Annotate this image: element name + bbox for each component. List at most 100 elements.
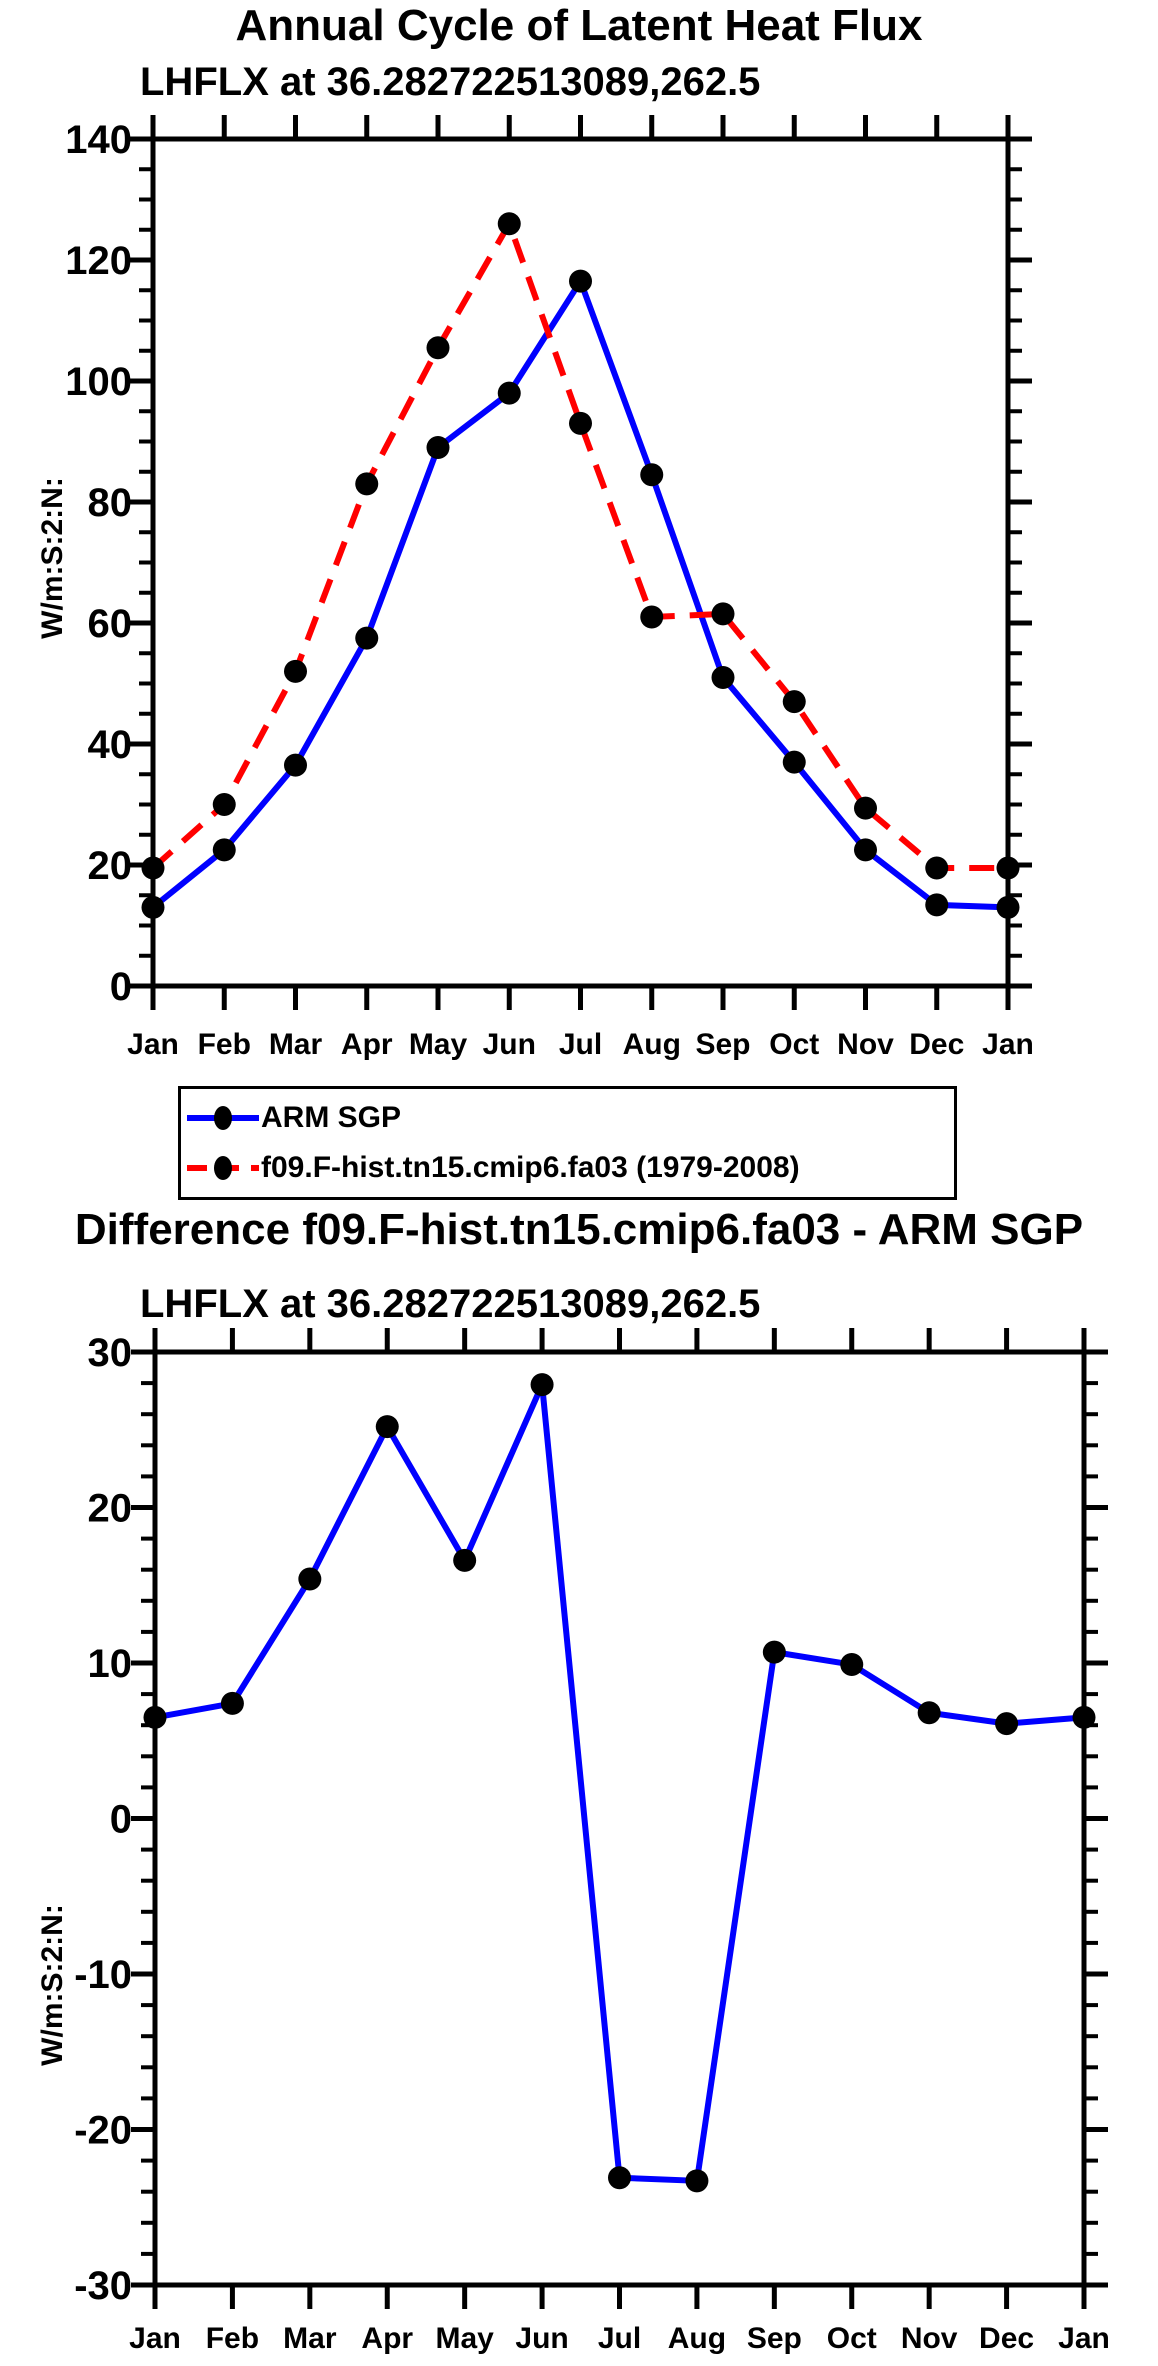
data-point-marker <box>453 1548 477 1572</box>
data-point-marker <box>640 463 664 487</box>
data-point-marker <box>925 893 949 917</box>
data-point-marker <box>711 665 735 689</box>
x-axis-tick-label: Jun <box>515 2322 568 2355</box>
data-point-marker <box>355 472 379 496</box>
data-point-marker <box>141 895 165 919</box>
legend-line-sample-solid <box>187 1106 259 1131</box>
legend-label-arm-sgp: ARM SGP <box>261 1101 402 1135</box>
data-point-marker <box>143 1705 167 1729</box>
x-axis-tick-label: Oct <box>769 1028 819 1061</box>
data-point-marker <box>762 1640 786 1664</box>
x-axis-tick-label: Mar <box>269 1028 323 1061</box>
y-axis-tick-label: 80 <box>88 481 133 525</box>
x-axis-tick-label: Jul <box>559 1028 602 1061</box>
series-line <box>154 1372 1085 2184</box>
data-point-marker <box>284 753 307 777</box>
data-point-marker <box>996 856 1020 880</box>
difference-chart: -30 -20 -10 0 10 20 30 Jan Feb Mar Apr May Jun Jul Aug… <box>36 1328 1110 2355</box>
y-axis-tick-label: 0 <box>110 965 132 1009</box>
data-point-marker <box>141 856 165 880</box>
x-axis-tick-label: Mar <box>283 2322 337 2355</box>
y-axis-tick-label: 30 <box>88 1331 133 1375</box>
series-line <box>151 216 1008 872</box>
x-axis-tick-label: Jun <box>483 1028 536 1061</box>
data-point-marker <box>996 895 1020 919</box>
y-axis-tick-label: 140 <box>65 118 132 162</box>
x-axis-tick-label: Jan <box>127 1028 179 1061</box>
x-axis-tick-label: Sep <box>695 1028 750 1061</box>
annual-cycle-chart-subtitle: LHFLX at 36.282722513089,262.5 <box>140 60 761 104</box>
x-axis-tick-label: May <box>409 1028 468 1061</box>
legend-line-sample-dashed <box>187 1155 259 1180</box>
y-axis-tick-label: 120 <box>65 239 132 283</box>
legend-label-model: f09.F-hist.tn15.cmip6.fa03 (1979-2008) <box>261 1150 800 1184</box>
data-point-marker <box>426 436 450 460</box>
x-axis-tick-label: Aug <box>623 1028 681 1061</box>
data-point-marker <box>298 1567 322 1591</box>
data-point-marker <box>782 690 806 714</box>
data-point-marker <box>608 2166 631 2190</box>
x-axis-tick-label: Jan <box>129 2322 181 2355</box>
x-axis-tick-label: Jan <box>982 1028 1034 1061</box>
data-point-marker <box>569 269 592 293</box>
x-axis-tick-label: May <box>435 2322 494 2355</box>
x-axis-tick-label: Aug <box>668 2322 726 2355</box>
y-axis-tick-label: 20 <box>88 844 133 888</box>
data-point-marker <box>497 212 521 236</box>
x-axis-tick-label: Feb <box>206 2322 259 2355</box>
data-point-marker <box>212 838 236 862</box>
y-axis-tick-label: -30 <box>74 2264 132 2308</box>
data-point-marker <box>355 626 379 650</box>
data-point-marker <box>212 793 236 816</box>
series-line <box>151 274 1009 911</box>
legend-marker-dot-icon <box>214 1155 232 1180</box>
annual-cycle-chart: 0 20 40 60 80 100 120 140 Jan Feb Mar Apr May Jun Jul A… <box>36 115 1034 1061</box>
x-axis-tick-label: Dec <box>979 2322 1034 2355</box>
data-point-marker <box>220 1691 244 1715</box>
y-axis-tick-label: 40 <box>88 723 133 767</box>
x-axis-tick-label: Sep <box>747 2322 802 2355</box>
data-point-marker <box>284 659 307 683</box>
y-axis-tick-label: -20 <box>74 2109 132 2153</box>
y-axis-tick-label: 0 <box>110 1798 132 1842</box>
y-axis-label: W/m:S:2:N: <box>36 477 69 639</box>
y-axis-tick-label: 60 <box>88 602 133 646</box>
legend-box: ARM SGP f09.F-hist.tn15.cmip6.fa03 (1979… <box>178 1086 957 1200</box>
data-point-marker <box>995 1712 1019 1736</box>
y-axis-label: W/m:S:2:N: <box>36 1904 69 2066</box>
data-point-marker <box>426 336 450 360</box>
data-point-marker <box>854 838 877 862</box>
y-axis-tick-label: 10 <box>88 1642 133 1686</box>
data-point-marker <box>711 602 735 626</box>
data-point-marker <box>530 1373 554 1397</box>
data-point-marker <box>840 1653 864 1677</box>
x-axis-tick-label: Dec <box>909 1028 964 1061</box>
data-point-marker <box>569 411 592 435</box>
y-axis-tick-label: 100 <box>65 360 132 404</box>
x-axis-tick-label: Oct <box>827 2322 877 2355</box>
legend-item-model: f09.F-hist.tn15.cmip6.fa03 (1979-2008) <box>185 1148 954 1188</box>
x-axis-tick-label: Feb <box>198 1028 251 1061</box>
data-point-marker <box>640 605 664 629</box>
difference-chart-title: Difference f09.F-hist.tn15.cmip6.fa03 - … <box>74 1205 1084 1254</box>
data-point-marker <box>925 856 949 880</box>
x-axis-tick-label: Apr <box>361 2322 413 2355</box>
plot-frame <box>152 1349 1087 2288</box>
data-point-marker <box>685 2169 709 2193</box>
annual-cycle-chart-title: Annual Cycle of Latent Heat Flux <box>235 1 923 50</box>
y-axis-tick-label: 20 <box>88 1487 133 1531</box>
data-point-marker <box>1072 1705 1096 1729</box>
data-point-marker <box>782 750 806 774</box>
x-axis-tick-label: Nov <box>837 1028 894 1061</box>
x-axis-tick-label: Nov <box>901 2322 958 2355</box>
data-point-marker <box>375 1415 399 1439</box>
data-point-marker <box>917 1701 941 1725</box>
data-point-marker <box>497 381 521 405</box>
data-point-marker <box>854 796 877 820</box>
difference-chart-subtitle: LHFLX at 36.282722513089,262.5 <box>140 1282 761 1326</box>
legend-marker-dot-icon <box>214 1106 232 1131</box>
x-axis-tick-label: Jan <box>1058 2322 1110 2355</box>
y-axis-tick-label: -10 <box>74 1953 132 1997</box>
